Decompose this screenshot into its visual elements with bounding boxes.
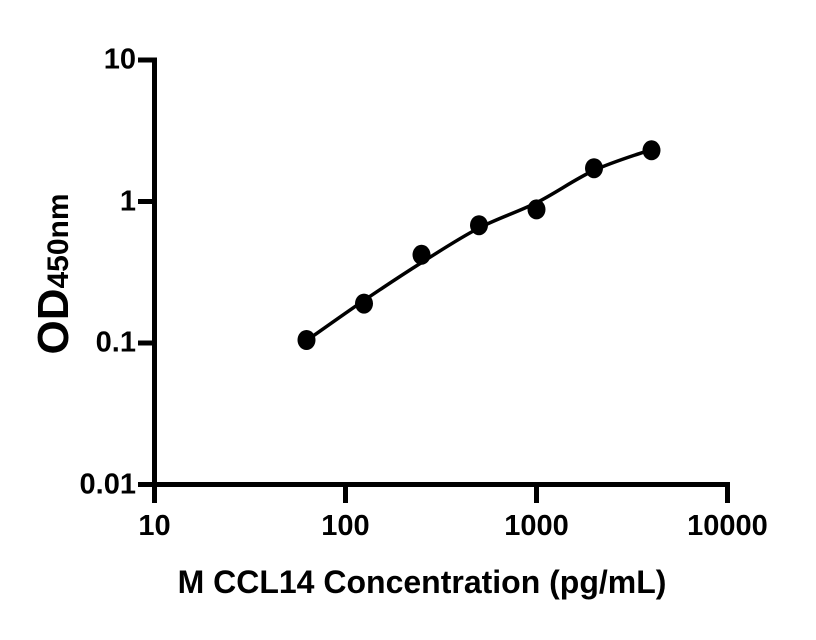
y-tick-label: 0.01 xyxy=(79,468,136,500)
data-point xyxy=(355,293,373,314)
data-point xyxy=(297,330,316,350)
x-axis-title: M CCL14 Concentration (pg/mL) xyxy=(177,564,667,600)
data-point xyxy=(470,215,488,236)
data-point xyxy=(642,140,661,161)
y-tick-label: 10 xyxy=(103,43,136,76)
data-point xyxy=(527,199,546,220)
y-tick-label: 0.1 xyxy=(95,326,136,359)
x-tick-label: 1000 xyxy=(504,510,569,542)
y-axis-title-main: OD xyxy=(29,288,78,355)
fit-curve-line xyxy=(304,147,654,343)
x-tick-label: 100 xyxy=(321,510,370,542)
y-tick-label: 1 xyxy=(119,185,136,217)
x-tick-label: 10 xyxy=(138,510,171,542)
y-axis-title-subscript: 450nm xyxy=(42,193,75,289)
x-tick-label: 10000 xyxy=(687,510,768,542)
data-point xyxy=(585,158,603,179)
y-axis-title: OD450nm xyxy=(29,193,78,355)
data-point xyxy=(412,244,431,265)
axes-spines xyxy=(152,60,728,487)
